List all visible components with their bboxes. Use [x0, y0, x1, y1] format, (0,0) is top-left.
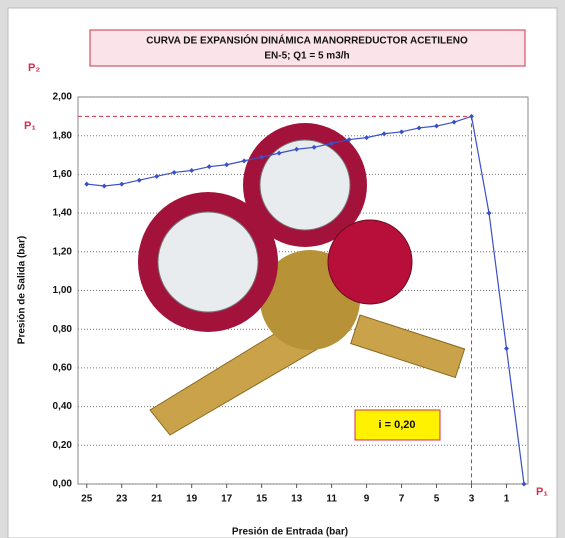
x-tick-label: 19 [186, 494, 198, 505]
x-tick-label: 1 [504, 494, 510, 505]
data-point [346, 137, 352, 143]
y-tick-label: 1,20 [53, 246, 73, 257]
y-tick-label: 1,40 [53, 208, 73, 219]
note-box [354, 409, 441, 441]
data-point [416, 125, 422, 131]
p1-label: P₁ [24, 120, 36, 132]
y-tick-label: 2,00 [53, 92, 73, 103]
y-tick-label: 1,00 [53, 285, 73, 296]
x-axis-title: Presión de Entrada (bar) [232, 527, 348, 538]
data-point [329, 140, 335, 146]
data-point [364, 135, 370, 141]
adjust-knob [327, 219, 413, 305]
y-tick-label: 1,60 [53, 169, 73, 180]
chart-title: CURVA DE EXPANSIÓN DINÁMICA MANORREDUCTO… [146, 34, 468, 47]
x-tick-label: 17 [221, 494, 233, 505]
x-tick-label: 13 [291, 494, 303, 505]
x-tick-label: 9 [364, 494, 370, 505]
note: i = 0,20 [378, 419, 415, 431]
data-point [241, 158, 247, 164]
brass-outlet [350, 314, 466, 379]
data-point [171, 169, 177, 175]
data-point [504, 346, 510, 352]
data-point [259, 154, 265, 160]
y-tick-label: 1,80 [53, 130, 73, 141]
data-line [86, 115, 525, 485]
data-point [276, 150, 282, 156]
data-point [119, 181, 125, 187]
data-point [469, 113, 475, 119]
data-point [189, 168, 195, 174]
title-box [89, 29, 526, 67]
x-tick-label: 7 [399, 494, 405, 505]
x-tick-label: 25 [81, 494, 93, 505]
data-point [399, 129, 405, 135]
x-tick-label: 11 [326, 494, 337, 505]
data-point [101, 183, 107, 189]
y-tick-label: 0,40 [53, 401, 73, 412]
p2-label: P₂ [28, 62, 40, 74]
data-point [311, 144, 317, 150]
x-tick-label: 23 [116, 494, 128, 505]
data-point [451, 119, 457, 125]
x-tick-label: 15 [256, 494, 268, 505]
data-point [206, 164, 212, 170]
data-point [224, 162, 230, 168]
x-tick-label: 21 [151, 494, 163, 505]
x-tick-label: 5 [434, 494, 440, 505]
gauge-face [157, 211, 259, 313]
gauge-face [259, 139, 351, 231]
x-tick-label: 3 [469, 494, 475, 505]
y-tick-label: 0,20 [53, 440, 73, 451]
y-tick-label: 0,00 [53, 479, 73, 490]
data-point [154, 173, 160, 179]
data-point [486, 210, 492, 216]
data-point [136, 177, 142, 183]
data-point [294, 146, 300, 152]
data-point [381, 131, 387, 137]
y-axis-title: Presión de Salida (bar) [17, 236, 28, 344]
y-tick-label: 0,60 [53, 363, 73, 374]
data-point [434, 123, 440, 129]
chart-subtitle: EN-5; Q1 = 5 m3/h [264, 51, 349, 62]
p1-label: P₁ [536, 486, 548, 498]
y-tick-label: 0,80 [53, 324, 73, 335]
data-point [521, 481, 527, 487]
data-point [84, 181, 90, 187]
